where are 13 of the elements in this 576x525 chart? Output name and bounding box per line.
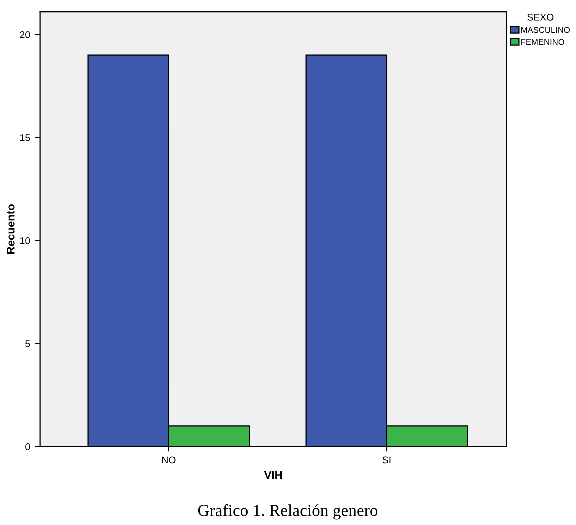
y-tick-label: 15 [20, 134, 30, 142]
y-tick-label: 20 [20, 31, 30, 38]
legend-label: MASCULINO [522, 27, 570, 34]
legend-title: SEXO [528, 14, 554, 21]
text: Grafico 1. Relación genero [198, 504, 378, 520]
x-axis-title: VIH [264, 472, 282, 480]
legend-label: FEMENINO [522, 39, 564, 46]
y-axis-title: Recuento [7, 204, 15, 254]
y-tick-label: 5 [26, 340, 30, 348]
y-tick-label: 0 [26, 444, 30, 450]
x-tick-label: NO [162, 456, 176, 464]
x-tick-label: SI [382, 456, 391, 464]
y-tick-label: 10 [20, 237, 30, 244]
